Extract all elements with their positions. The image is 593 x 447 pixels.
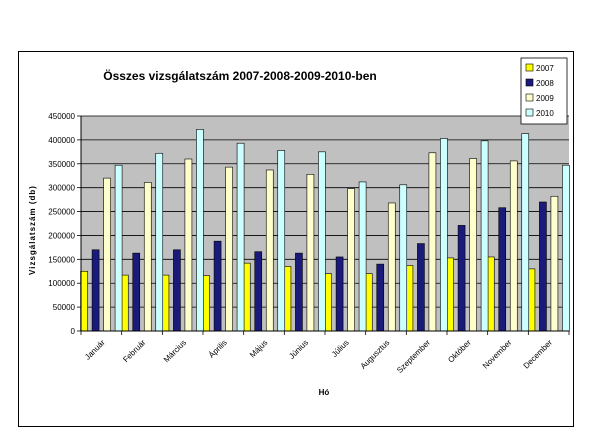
y-tick-label: 50000	[53, 303, 76, 312]
legend-swatch-2007	[525, 63, 534, 72]
y-tick-label: 450000	[48, 112, 75, 121]
y-axis-label: Vizsgálatszám (db)	[28, 185, 37, 275]
x-tick-label: Április	[207, 338, 229, 360]
legend-label-2007: 2007	[536, 64, 554, 73]
bar-2010-3	[236, 142, 245, 332]
bar-2009-2	[184, 158, 193, 332]
bar-2008-11	[539, 201, 547, 332]
legend-swatch-2008	[525, 78, 534, 87]
bar-2008-2	[173, 249, 181, 332]
bar-2008-0	[91, 249, 100, 332]
x-tick-label: Június	[287, 338, 310, 361]
legend-label-2008: 2008	[536, 79, 554, 88]
bar-2010-2	[196, 129, 204, 332]
x-tick-label: Május	[248, 338, 269, 359]
y-tick-label: 150000	[48, 255, 75, 264]
bar-2008-4	[254, 251, 263, 332]
x-tick-label: Február	[121, 338, 147, 364]
bar-2010-5	[318, 151, 326, 332]
x-tick-label: Október	[446, 338, 473, 365]
bar-2008-3	[213, 240, 222, 332]
y-tick-label: 250000	[48, 208, 75, 217]
chart-frame: 0 50000 100000 150000 200000 250000 300000 3500…	[18, 51, 574, 427]
bar-2009-6	[347, 188, 355, 332]
bar-2009-1	[143, 182, 152, 332]
x-tick-label: Augusztus	[359, 338, 392, 371]
bar-2008-9	[457, 225, 466, 332]
x-axis-label: Hó	[319, 388, 330, 397]
bar-2009-4	[265, 169, 274, 332]
bar-2008-10	[498, 207, 507, 332]
legend-label-2009: 2009	[536, 94, 554, 103]
bar-2010-10	[521, 133, 530, 332]
y-tick-label: 300000	[48, 184, 75, 193]
bar-2010-11	[562, 164, 570, 332]
legend: 2007 2008 2009 2010	[520, 57, 568, 125]
y-tick-label: 200000	[48, 231, 75, 240]
legend-swatch-2009	[525, 93, 534, 102]
x-tick-label: Január	[83, 338, 107, 362]
bar-2008-1	[132, 252, 141, 332]
bar-2010-1	[155, 152, 164, 332]
bar-2009-5	[306, 173, 315, 332]
bar-2009-0	[103, 177, 111, 332]
bar-2009-10	[509, 160, 518, 332]
bar-2008-8	[417, 243, 425, 332]
legend-swatch-2010	[525, 108, 534, 117]
bar-2010-7	[399, 184, 408, 332]
bar-2010-9	[480, 140, 489, 332]
legend-label-2010: 2010	[536, 109, 554, 118]
bar-2008-7	[376, 263, 385, 332]
bar-2008-5	[295, 252, 303, 332]
y-tick-label: 0	[71, 327, 76, 336]
x-tick-label: Március	[162, 338, 188, 364]
bar-2008-6	[335, 256, 344, 332]
bar-2009-3	[225, 166, 233, 332]
bar-2010-0	[114, 164, 123, 332]
bar-chart: 0 50000 100000 150000 200000 250000 300000 3500…	[28, 57, 570, 397]
bar-2009-8	[428, 152, 437, 332]
bar-2010-6	[358, 181, 367, 332]
chart-title: Összes vizsgálatszám 2007-2008-2009-2010…	[103, 68, 377, 83]
y-tick-label: 350000	[48, 160, 75, 169]
bar-2010-8	[440, 138, 448, 332]
bar-2009-11	[550, 195, 559, 332]
x-tick-label: November	[481, 338, 514, 371]
bar-2010-4	[277, 150, 286, 332]
bar-2009-7	[387, 202, 396, 332]
x-tick-label: December	[522, 338, 555, 371]
bar-2007-0	[80, 270, 88, 332]
x-tick-label: Július	[330, 338, 351, 359]
x-tick-label: Szeptember	[395, 338, 432, 375]
y-tick-label: 100000	[48, 279, 75, 288]
bar-2009-9	[469, 158, 477, 332]
y-tick-label: 400000	[48, 136, 75, 145]
